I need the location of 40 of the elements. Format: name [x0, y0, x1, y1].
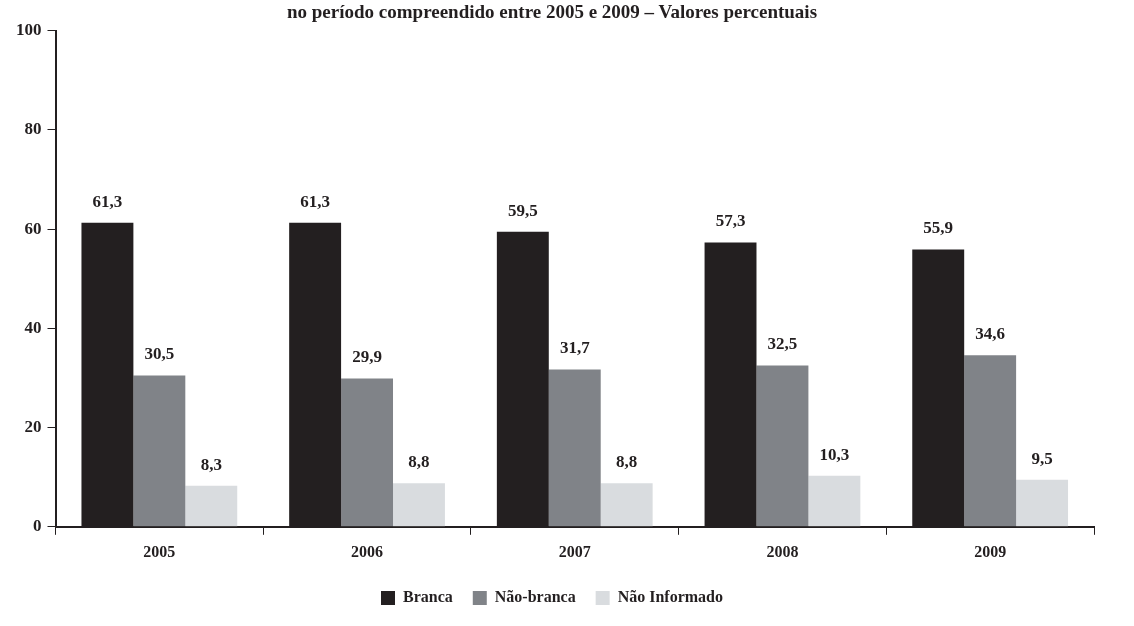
data-label: 57,3 — [715, 211, 746, 231]
data-label: 32,5 — [767, 334, 798, 354]
bar — [600, 483, 653, 527]
x-tick-label: 2008 — [766, 542, 799, 560]
legend-label: Branca — [403, 588, 453, 606]
bar — [1016, 479, 1069, 527]
data-label: 34,6 — [975, 324, 1006, 344]
chart-title: no período compreendido entre 2005 e 2009 – Valores percentuais — [286, 1, 818, 23]
y-tick-label: 0 — [33, 516, 42, 536]
data-label: 8,8 — [616, 452, 638, 472]
y-tick-label: 60 — [24, 218, 42, 238]
x-tick-label: 2006 — [351, 542, 384, 560]
x-tick-label: 2005 — [143, 542, 176, 560]
data-label: 29,9 — [352, 347, 382, 367]
data-label: 61,3 — [300, 191, 330, 211]
bar — [964, 355, 1017, 527]
x-tick-label: 2007 — [558, 542, 591, 560]
y-tick-label: 20 — [24, 416, 42, 436]
y-tick-label: 40 — [24, 317, 42, 337]
data-label: 8,3 — [200, 454, 222, 474]
data-label: 55,9 — [923, 218, 954, 238]
data-label: 59,5 — [507, 200, 538, 220]
data-label: 9,5 — [1031, 448, 1053, 468]
legend-label: Não Informado — [617, 588, 723, 606]
data-label: 8,8 — [408, 452, 430, 472]
data-label: 30,5 — [144, 344, 175, 364]
bar — [133, 375, 186, 527]
legend-label: Não-branca — [494, 588, 576, 606]
bar — [548, 369, 601, 527]
y-tick-label: 80 — [24, 119, 42, 139]
data-label: 61,3 — [92, 191, 123, 211]
bar — [756, 365, 809, 527]
bar — [185, 485, 238, 527]
bar — [341, 378, 394, 527]
x-tick-label: 2009 — [974, 542, 1007, 560]
bar — [393, 483, 445, 527]
data-label: 10,3 — [819, 444, 850, 464]
bar — [808, 475, 861, 527]
y-tick-label: 100 — [16, 20, 42, 40]
data-label: 31,7 — [559, 338, 591, 358]
